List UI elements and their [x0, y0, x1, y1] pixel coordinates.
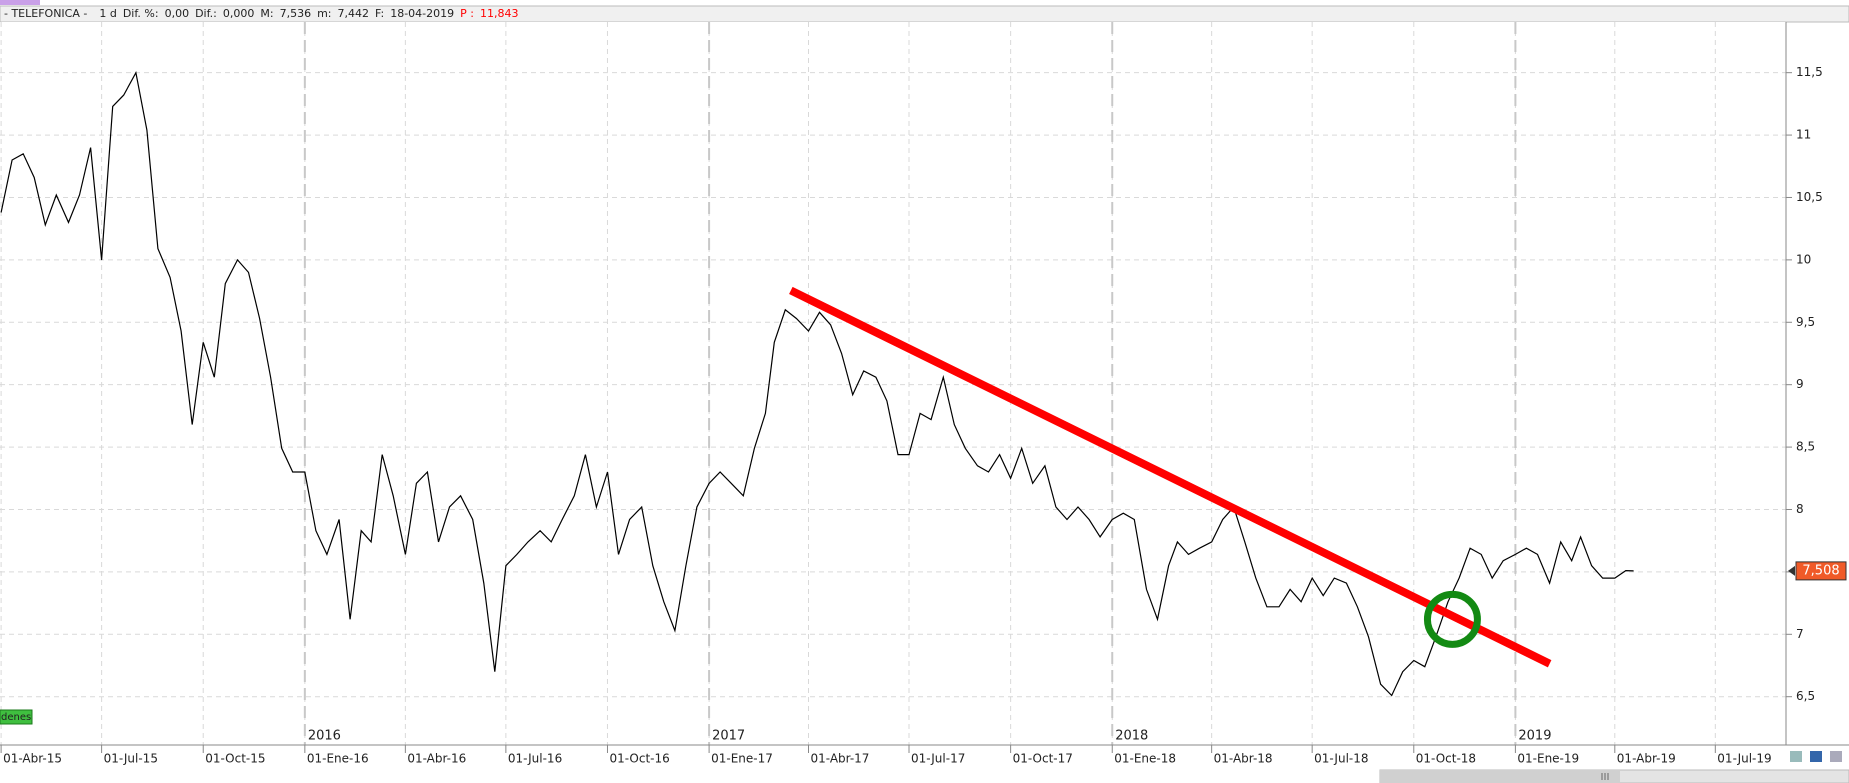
icon[interactable] — [1790, 751, 1802, 762]
plot-area — [0, 22, 1786, 745]
header-text: F: — [375, 7, 384, 20]
year-label: 2018 — [1115, 729, 1148, 744]
x-tick-label: 01-Oct-15 — [205, 752, 265, 766]
y-tick-label: 8,5 — [1796, 440, 1815, 454]
price-line — [0, 70, 1634, 697]
icon[interactable] — [1810, 751, 1822, 762]
y-tick-label: 10 — [1796, 252, 1811, 266]
y-tick-label: 7 — [1796, 627, 1804, 641]
header-text: 7,536 — [280, 7, 312, 20]
x-tick-label: 01-Jul-19 — [1717, 752, 1771, 766]
header-text: - TELEFONICA - — [4, 7, 87, 20]
header-text: P : — [460, 7, 474, 20]
year-label: 2017 — [712, 729, 745, 744]
x-tick-label: 01-Ene-18 — [1114, 752, 1176, 766]
header-text: 7,442 — [338, 7, 370, 20]
x-tick-label: 01-Abr-15 — [3, 752, 62, 766]
header-text: m: — [317, 7, 331, 20]
x-tick-label: 01-Jul-16 — [508, 752, 562, 766]
x-tick-label: 01-Ene-19 — [1517, 752, 1579, 766]
header-text: 18-04-2019 — [390, 7, 454, 20]
header-bar — [0, 5, 1849, 23]
y-tick-label: 8 — [1796, 502, 1804, 516]
header-text: Dif.: — [195, 7, 217, 20]
x-tick-label: 01-Abr-16 — [407, 752, 466, 766]
year-label: 2016 — [308, 729, 341, 744]
last-value-arrow — [1788, 565, 1795, 576]
y-tick-label: 11,5 — [1796, 65, 1823, 79]
x-tick-label: 01-Ene-16 — [307, 752, 369, 766]
marks — [0, 70, 1634, 697]
header-text: 0,00 — [165, 7, 190, 20]
y-tick-label: 10,5 — [1796, 190, 1823, 204]
last-value-box — [1795, 561, 1847, 581]
tab-marker — [0, 0, 40, 5]
header: - TELEFONICA - 1 d Dif. %: 0,00 Dif.: 0,000 M:… — [4, 7, 518, 20]
y-tick-label: 11 — [1796, 128, 1811, 142]
icon[interactable] — [1830, 751, 1842, 762]
x-tick-label: 01-Oct-16 — [609, 752, 669, 766]
badge-box — [0, 709, 33, 725]
toolbar-icons[interactable] — [1790, 751, 1842, 762]
x-tick-label: 01-Jul-18 — [1314, 752, 1368, 766]
header-text: 1 d — [99, 7, 116, 20]
header-text: Dif. %: — [123, 7, 159, 20]
grid — [0, 22, 1786, 745]
x-tick-label: 01-Oct-18 — [1416, 752, 1476, 766]
x-tick-label: 01-Oct-17 — [1013, 752, 1073, 766]
y-tick-label: 6,5 — [1796, 689, 1815, 703]
scroll-thumb[interactable] — [1380, 770, 1620, 783]
header-text: 11,843 — [480, 7, 519, 20]
y-tick-label: 9 — [1796, 377, 1804, 391]
x-tick-label: 01-Abr-18 — [1214, 752, 1273, 766]
highlight-circle — [1423, 590, 1481, 648]
year-label: 2019 — [1518, 729, 1551, 744]
x-tick-label: 01-Jul-15 — [104, 752, 158, 766]
x-tick-label: 01-Ene-17 — [711, 752, 773, 766]
badge: denes — [1, 712, 31, 723]
trend-line — [789, 286, 1552, 668]
x-tick-label: 01-Abr-19 — [1617, 752, 1676, 766]
x-tick-label: 01-Jul-17 — [911, 752, 965, 766]
y-tick-label: 9,5 — [1796, 315, 1815, 329]
header-text: M: — [260, 7, 273, 20]
x-tick-label: 01-Abr-17 — [811, 752, 870, 766]
last-value-label: 7,508 — [1802, 563, 1839, 578]
header-text: 0,000 — [223, 7, 255, 20]
